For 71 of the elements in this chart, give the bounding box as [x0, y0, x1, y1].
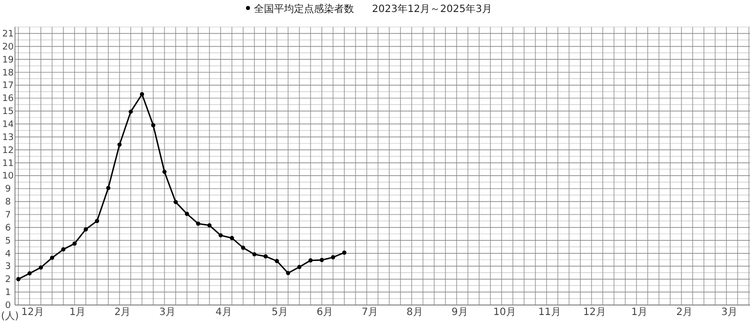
y-tick-label: 13 — [2, 132, 14, 143]
x-tick-label: 2月 — [114, 307, 131, 318]
point — [140, 92, 144, 96]
y-tick-label: 5 — [5, 236, 11, 246]
legend: 全国平均定点感染者数 — [246, 4, 354, 15]
y-tick-label: 2 — [5, 275, 11, 286]
x-tick-label: 4月 — [215, 307, 232, 318]
y-tick-label: 0 — [5, 301, 12, 311]
chart-title: 2023年12月～2025年3月 — [372, 3, 492, 15]
point — [230, 236, 234, 240]
point — [320, 258, 324, 262]
y-tick-label: 21 — [2, 29, 14, 40]
x-tick-label: 5月 — [272, 307, 288, 318]
y-tick-label: 9 — [5, 184, 12, 195]
point — [61, 247, 66, 252]
point — [16, 277, 20, 282]
point — [330, 255, 336, 260]
x-tick-label: 2月 — [676, 307, 693, 318]
y-tick-label: 11 — [2, 158, 14, 169]
point — [174, 200, 178, 204]
point — [84, 227, 88, 232]
point — [72, 241, 77, 246]
y-tick-label: 18 — [2, 68, 14, 78]
point — [28, 271, 32, 276]
x-tick-label: 3月 — [159, 307, 176, 318]
x-tick-label: 12月 — [583, 307, 606, 318]
y-axis-title: (人) — [1, 311, 19, 321]
point — [342, 250, 346, 255]
point — [128, 110, 133, 114]
x-tick-label: 1月 — [69, 307, 86, 318]
y-tick-label: 3 — [5, 262, 11, 272]
y-tick-label: 16 — [2, 94, 14, 104]
point — [151, 123, 156, 128]
y-tick-label: 10 — [2, 172, 14, 182]
y-tick-label: 17 — [2, 81, 14, 92]
point — [252, 252, 256, 256]
point — [264, 254, 268, 258]
point — [308, 258, 313, 262]
y-tick-label: 20 — [2, 42, 14, 52]
point — [94, 218, 100, 224]
x-tick-label: 6月 — [316, 307, 333, 318]
x-tick-label: 9月 — [451, 307, 468, 318]
point — [286, 270, 290, 276]
x-tick-label: 7月 — [362, 307, 378, 318]
point — [117, 142, 122, 147]
y-tick-label: 4 — [5, 249, 12, 260]
y-tick-label: 12 — [2, 146, 14, 156]
y-tick-label: 19 — [2, 55, 14, 66]
point — [162, 170, 167, 174]
x-tick-label: 3月 — [721, 307, 738, 318]
x-tick-label: 11月 — [538, 307, 561, 318]
point — [38, 265, 43, 270]
y-tick-label: 14 — [2, 120, 14, 130]
point — [50, 256, 54, 260]
y-tick-label: 6 — [5, 223, 12, 234]
point — [241, 246, 246, 250]
point — [297, 264, 302, 270]
point — [106, 186, 110, 190]
point — [207, 223, 212, 228]
y-tick-label: 15 — [2, 107, 14, 118]
point — [196, 222, 200, 226]
y-tick-label: 7 — [5, 210, 11, 220]
x-tick-label: 8月 — [406, 307, 423, 318]
x-tick-label: 1月 — [631, 307, 648, 318]
x-tick-label: 10月 — [493, 307, 516, 318]
y-tick-label: 1 — [5, 288, 11, 298]
point — [218, 233, 223, 238]
point — [184, 212, 190, 216]
x-tick-label: 12月 — [21, 307, 44, 318]
y-tick-label: 8 — [5, 198, 12, 208]
point — [274, 258, 279, 264]
